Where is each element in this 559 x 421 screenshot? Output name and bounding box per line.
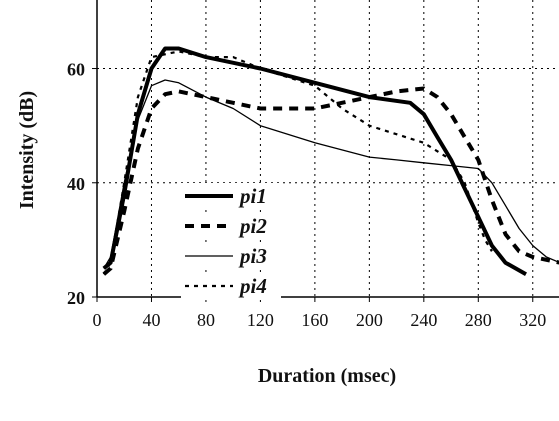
x-tick-label: 240 xyxy=(410,310,437,330)
x-tick-label: 120 xyxy=(247,310,274,330)
legend-label: pi3 xyxy=(238,244,267,268)
x-tick-label: 40 xyxy=(142,310,160,330)
line-series xyxy=(102,86,559,276)
x-tick-label: 280 xyxy=(465,310,492,330)
x-tick-label: 320 xyxy=(519,310,546,330)
x-tick-label: 80 xyxy=(197,310,215,330)
legend-label: pi1 xyxy=(238,184,267,208)
line-series xyxy=(102,46,527,276)
y-axis-label: Intensity (dB) xyxy=(16,91,38,209)
x-tick-label: 160 xyxy=(301,310,328,330)
legend-label: pi2 xyxy=(238,214,267,238)
x-tick-label: 200 xyxy=(356,310,383,330)
legend-bg xyxy=(181,213,281,240)
y-tick-label: 40 xyxy=(67,174,85,194)
line-series xyxy=(103,79,559,269)
x-tick-label: 0 xyxy=(93,310,102,330)
y-tick-label: 60 xyxy=(67,60,85,80)
line-series xyxy=(102,50,493,275)
x-axis-label: Duration (msec) xyxy=(258,365,396,387)
y-tick-label: 20 xyxy=(67,288,85,308)
legend-label: pi4 xyxy=(238,274,267,298)
